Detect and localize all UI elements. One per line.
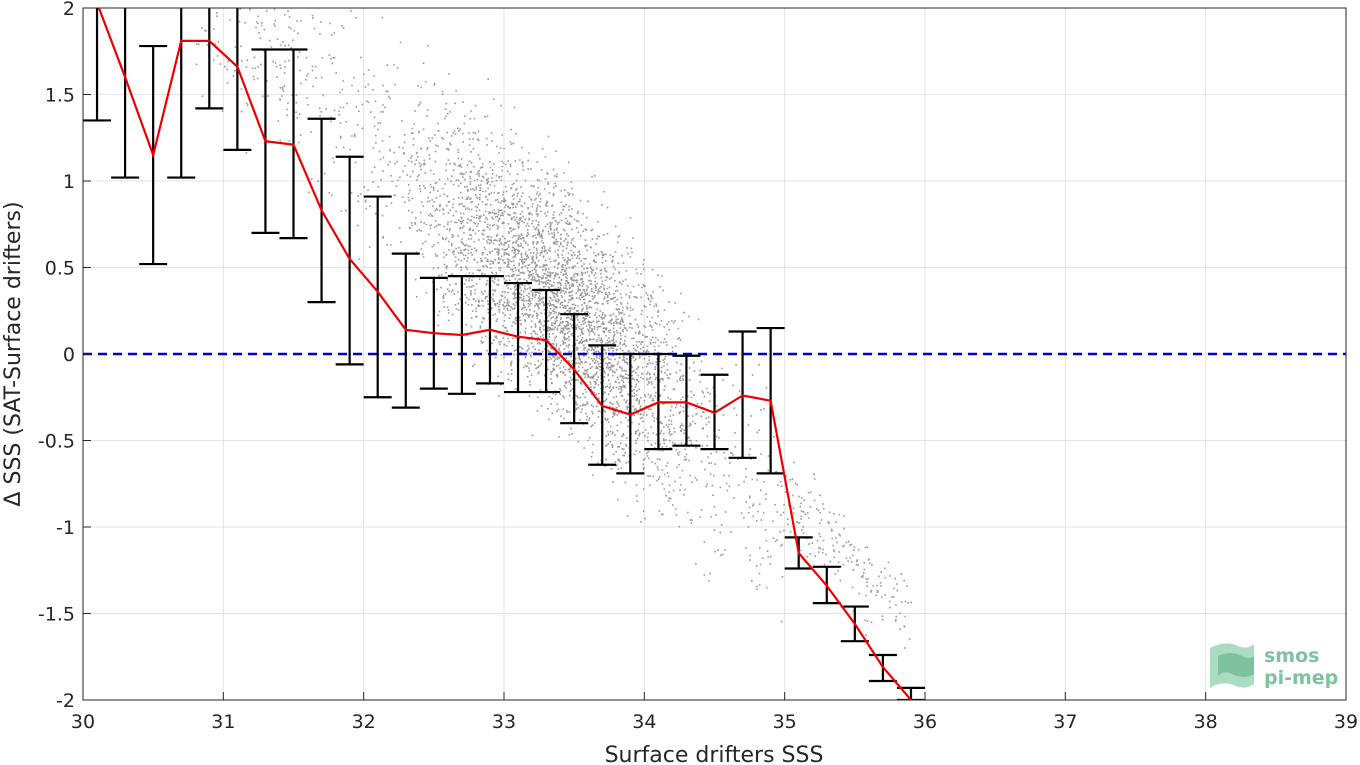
x-tick-label: 32: [352, 711, 376, 733]
x-tick-label: 39: [1334, 711, 1358, 733]
mean-line: [97, 8, 912, 700]
x-axis-title: Surface drifters SSS: [605, 743, 824, 765]
x-tick-label: 36: [913, 711, 937, 733]
smos-pi-mep-logo: smos pi-mep: [1210, 643, 1338, 689]
y-tick-label: 2: [63, 0, 75, 20]
x-tick-label: 30: [71, 711, 95, 733]
y-tick-label: 1.5: [45, 85, 75, 107]
x-tick-label: 35: [773, 711, 797, 733]
logo-wave-icon-2: [1218, 653, 1254, 677]
logo-line2: pi-mep: [1264, 667, 1338, 689]
x-tick-label: 34: [632, 711, 656, 733]
x-tick-label: 33: [492, 711, 516, 733]
x-tick-label: 37: [1053, 711, 1077, 733]
y-tick-label: -2: [56, 690, 75, 712]
y-tick-label: 1: [63, 171, 75, 193]
axis-ticks: 30 31 32 33 34 35 36 37 38 39 2 1.5 1 0.5 0 -0.5 -1 -1.5 -…: [38, 0, 1358, 733]
y-tick-label: 0: [63, 344, 75, 366]
y-tick-label: -0.5: [38, 431, 75, 453]
logo-line1: smos: [1264, 645, 1319, 667]
x-tick-label: 38: [1194, 711, 1218, 733]
y-tick-label: -1: [56, 517, 75, 539]
y-axis-title: Δ SSS (SAT-Surface drifters): [1, 201, 26, 506]
x-tick-label: 31: [211, 711, 235, 733]
y-tick-label: 0.5: [45, 258, 75, 280]
y-tick-label: -1.5: [38, 604, 75, 626]
